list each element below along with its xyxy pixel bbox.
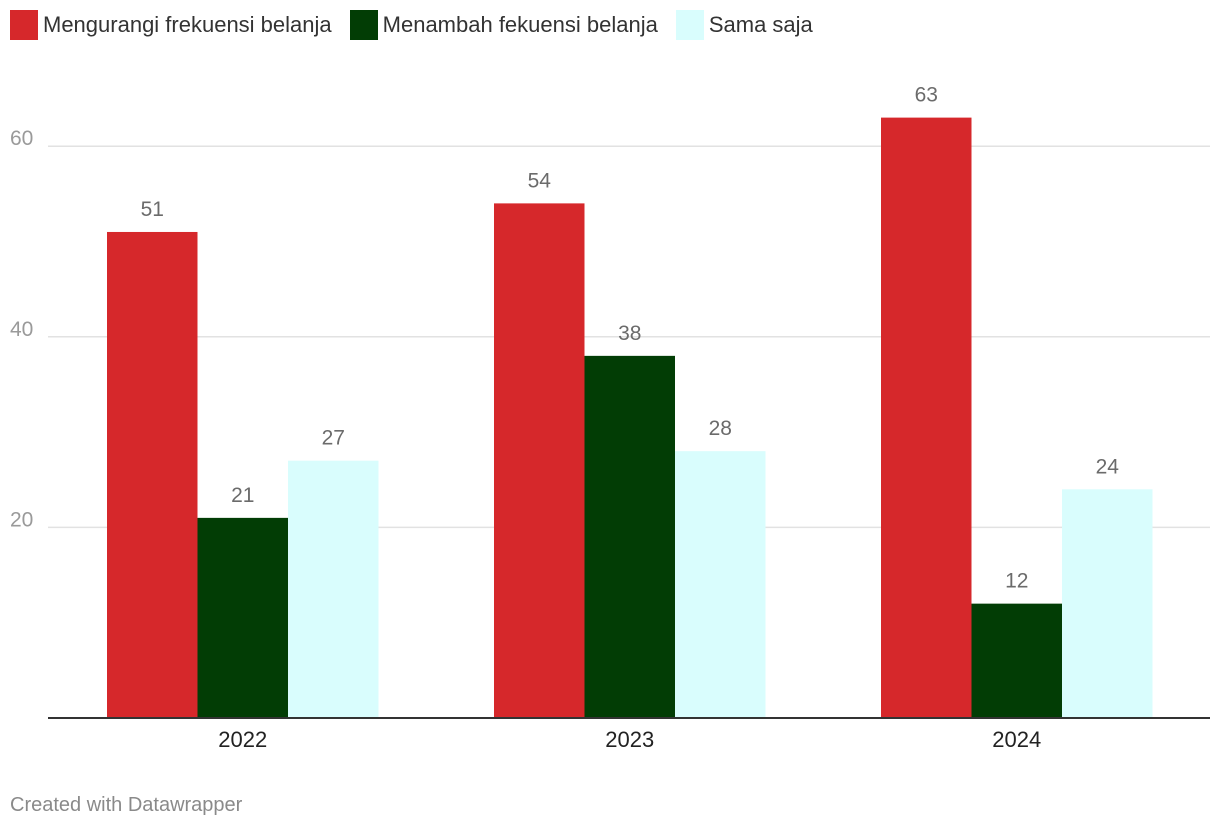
legend-swatch-sama-saja: [675, 10, 704, 40]
data-label-2022-series-0: 51: [141, 198, 164, 221]
x-tick-label-2024: 2024: [992, 727, 1041, 752]
legend-item-sama-saja: Sama saja: [675, 10, 813, 40]
data-label-2022-series-1: 21: [231, 484, 254, 507]
y-tick-label-60: 60: [10, 127, 33, 150]
bar-2023-series-1: [584, 355, 675, 718]
bar-2023-series-2: [675, 451, 766, 718]
legend-swatch-mengurangi: [10, 10, 38, 40]
bar-2024-series-1: [971, 603, 1062, 718]
legend-item-menambah: Menambah fekuensi belanja: [349, 10, 658, 40]
data-label-2024-series-0: 63: [915, 84, 938, 107]
data-label-2024-series-1: 12: [1005, 570, 1028, 593]
bar-2022-series-0: [107, 231, 198, 718]
bar-2024-series-2: [1062, 489, 1153, 718]
bar-2022-series-2: [288, 460, 379, 718]
data-label-2023-series-2: 28: [709, 417, 732, 440]
y-tick-label-40: 40: [10, 318, 33, 341]
bar-chart: 20 40 60 51 21 27 2022 54 38 28 2023 63 12 24 2024: [10, 84, 1210, 752]
data-label-2023-series-0: 54: [528, 169, 552, 192]
x-tick-label-2022: 2022: [218, 727, 267, 752]
y-tick-label-20: 20: [10, 508, 33, 531]
data-label-2022-series-2: 27: [322, 427, 345, 450]
legend-label-sama-saja: Sama saja: [708, 12, 813, 37]
x-tick-label-2023: 2023: [605, 727, 654, 752]
legend-swatch-menambah: [349, 10, 378, 40]
legend-label-mengurangi: Mengurangi frekuensi belanja: [43, 12, 332, 37]
bar-2024-series-0: [881, 117, 972, 719]
data-label-2024-series-2: 24: [1096, 455, 1120, 478]
chart-legend: Mengurangi frekuensi belanja Menambah fe…: [10, 9, 831, 41]
legend-item-mengurangi: Mengurangi frekuensi belanja: [10, 10, 332, 40]
legend-label-menambah: Menambah fekuensi belanja: [382, 12, 658, 37]
datawrapper-credit: Created with Datawrapper: [10, 794, 243, 816]
bar-2023-series-0: [494, 203, 585, 718]
data-label-2023-series-1: 38: [618, 322, 641, 345]
bar-2022-series-1: [197, 517, 288, 718]
